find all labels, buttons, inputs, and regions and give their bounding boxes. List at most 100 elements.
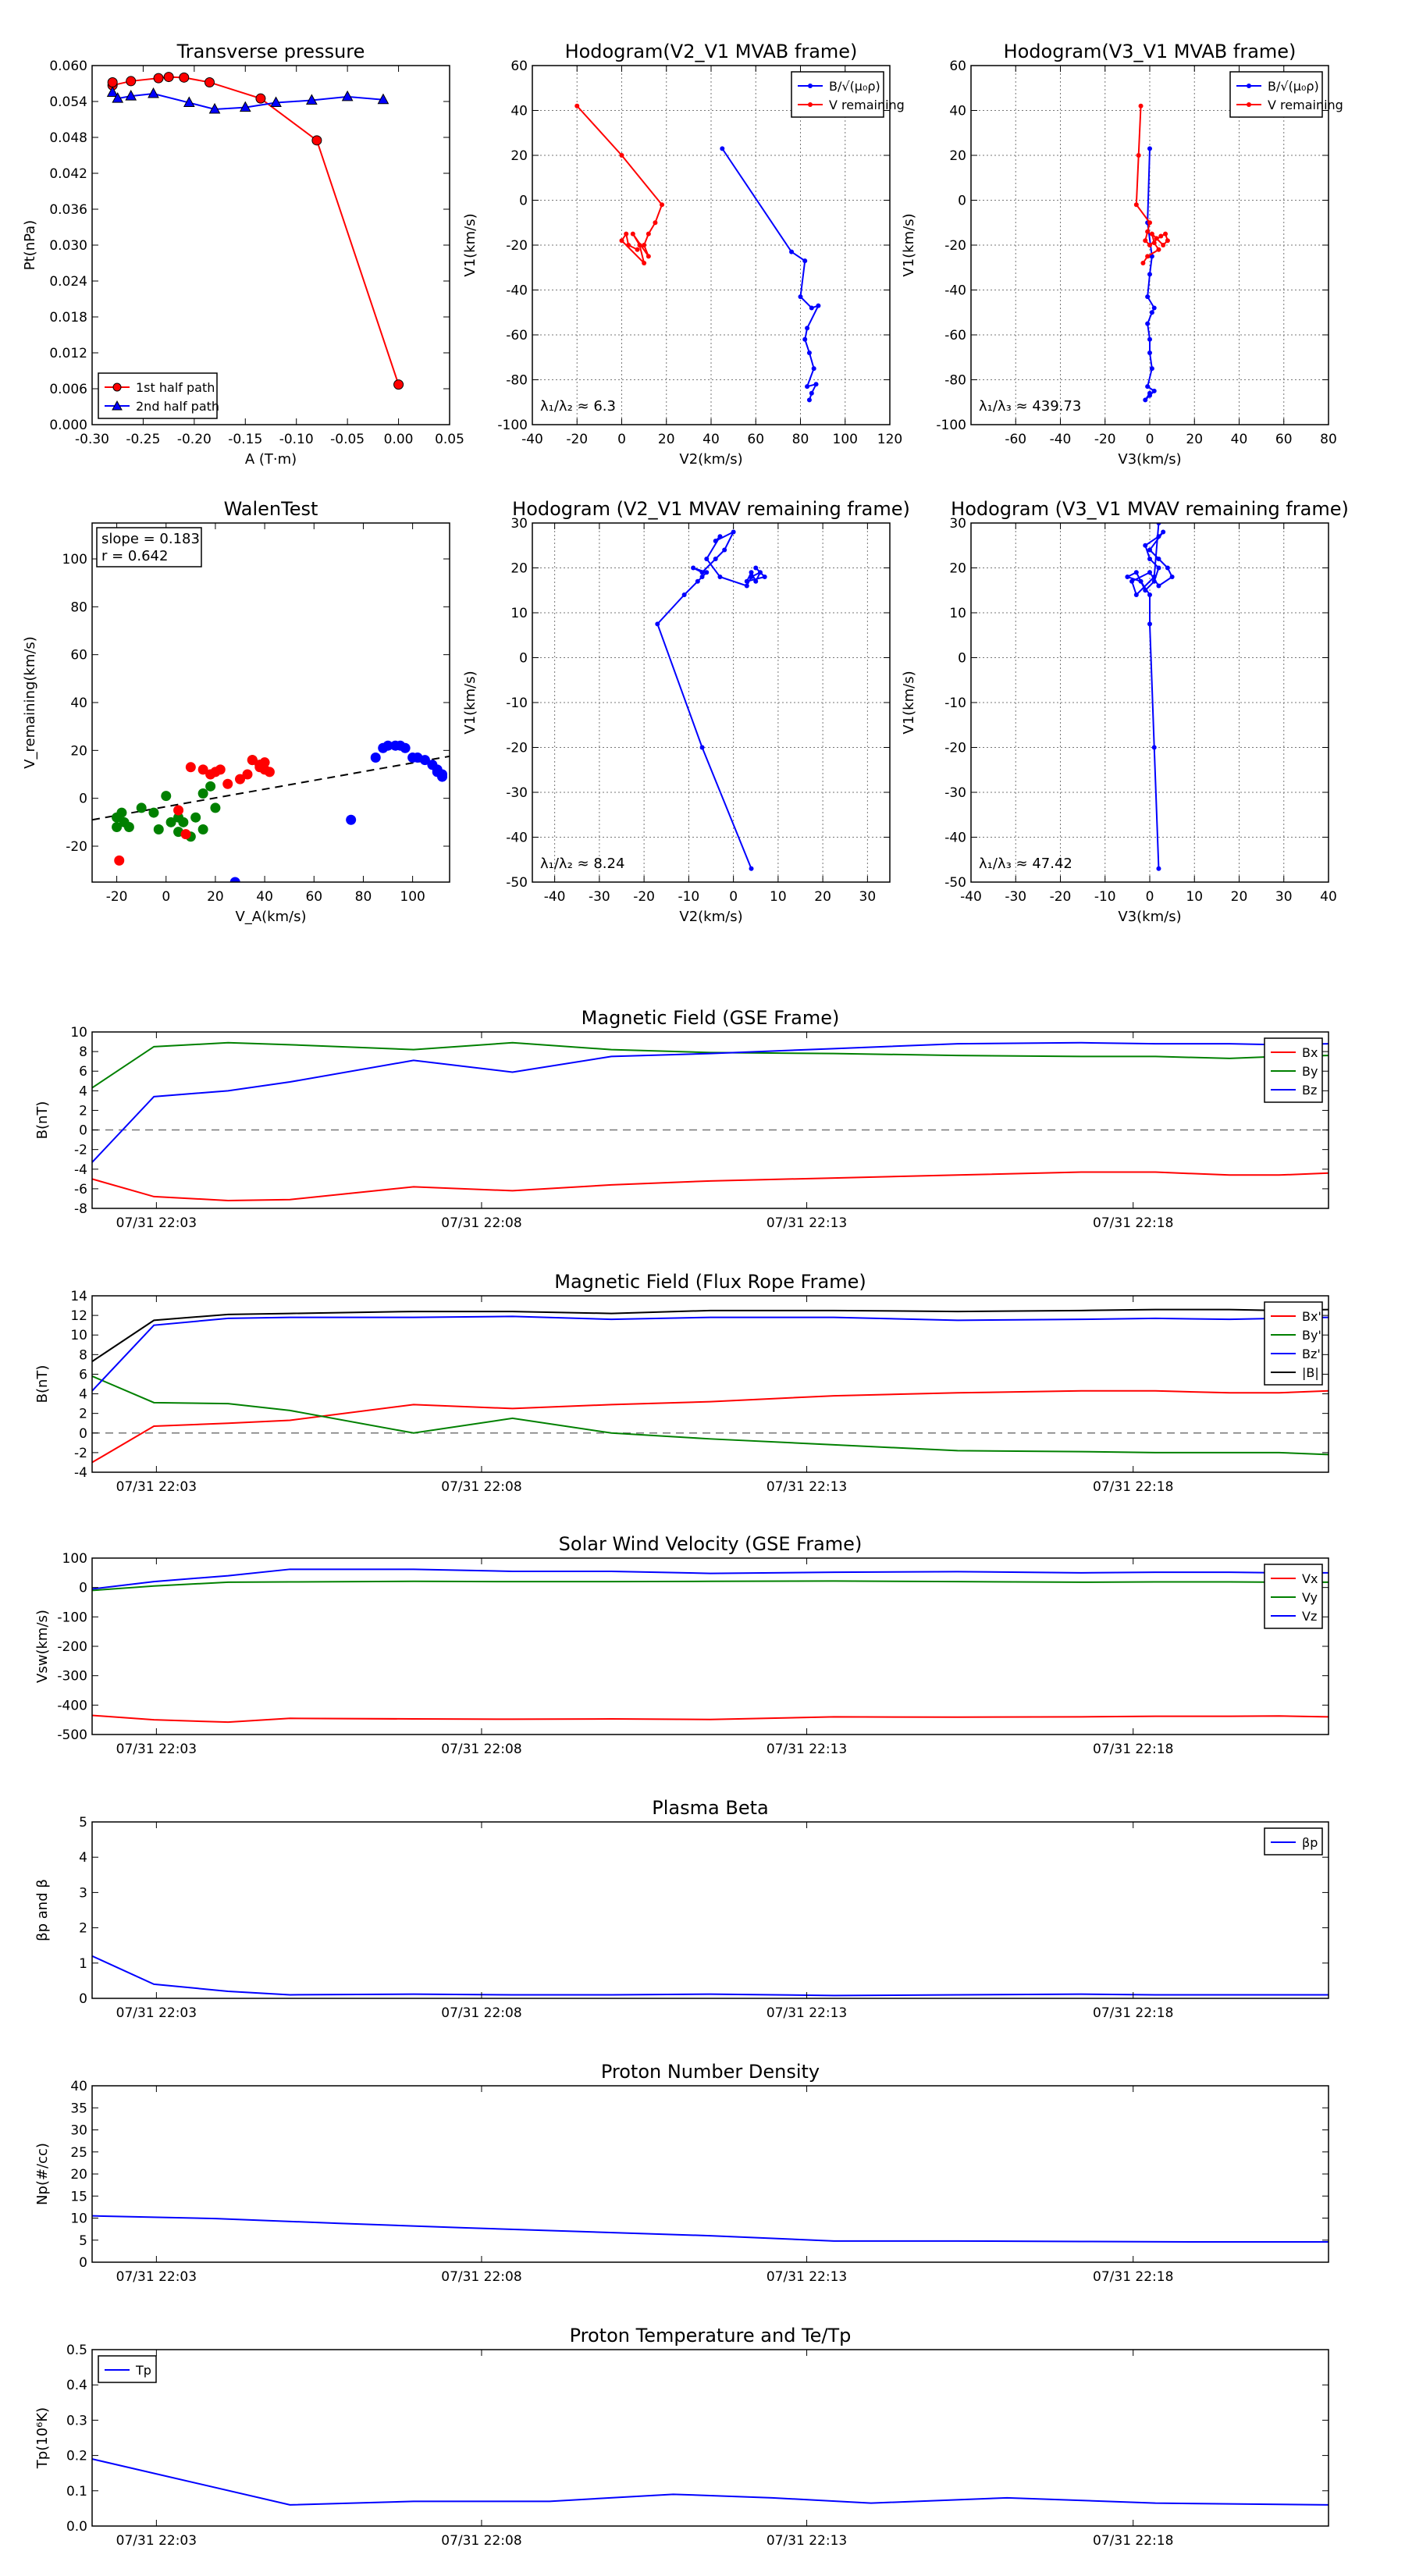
x-tick-label: -0.10 [279,432,314,447]
series-v-remaining [1133,103,1170,265]
panel-pt: 0.000 0.006 0.012 0.018 0.024 0.030 0.036 0.042… [22,41,464,468]
data-point [1147,547,1152,553]
y-tick-label: 0 [79,1426,87,1442]
y-tick-label: -6 [74,1182,87,1197]
x-tick-label: 40 [702,432,720,447]
data-point [805,326,810,331]
data-point [400,742,411,753]
legend: 1st half path 2nd half path [98,372,219,419]
legend-label: Bz' [1302,1347,1321,1361]
y-tick-label: -60 [944,328,966,343]
x-tick-label: 07/31 22:03 [116,2269,197,2285]
x-tick-label: 0 [1146,432,1154,447]
data-point [112,812,123,823]
data-point [619,238,624,244]
x-axis-label: V3(km/s) [1118,451,1181,468]
series-1st-half-path [107,72,404,390]
y-tick-label: -300 [57,1669,87,1685]
data-point [1145,254,1151,259]
y-tick-label: -40 [506,283,528,299]
y-tick-label: 10 [70,1025,87,1041]
y-tick-label: -30 [506,785,528,801]
data-point [270,96,282,108]
chart-title: Magnetic Field (Flux Rope Frame) [554,1271,866,1293]
x-tick-label: 07/31 22:03 [116,1215,197,1231]
data-point [744,583,749,589]
annotation-text: λ₁/λ₃ ≈ 439.73 [979,398,1081,415]
annotation-text: λ₁/λ₃ ≈ 47.42 [979,856,1072,872]
data-point [798,294,803,300]
data-point [1149,366,1154,372]
x-axis-label: V2(km/s) [679,451,742,468]
y-axis-label: βp and β [34,1879,51,1941]
data-point [173,812,184,823]
data-point [377,93,389,105]
y-tick-label: 20 [510,561,528,577]
y-tick-label: 0.000 [49,418,87,433]
x-tick-label: 07/31 22:13 [767,2533,847,2549]
data-point [419,755,430,766]
y-tick-label: 40 [70,2079,87,2094]
y-tick-label: 0.054 [49,94,87,110]
x-tick-label: 80 [1320,432,1337,447]
data-point [805,384,810,390]
data-point [161,791,172,802]
y-tick-label: 0.3 [66,2413,87,2428]
x-tick-label: -40 [1050,432,1072,447]
series-line [92,1389,1329,1464]
y-tick-label: -2 [74,1446,87,1461]
x-tick-label: 20 [207,889,224,905]
data-point [1143,397,1148,403]
y-tick-label: -4 [74,1465,87,1481]
data-point [210,802,221,813]
data-point [1161,243,1166,247]
y-tick-label: 1 [79,1956,87,1972]
legend: B/√(μ₀ρ) V remaining [1229,71,1343,118]
y-tick-label: -60 [506,328,528,343]
y-axis-label: V1(km/s) [462,213,478,276]
chart-title: Hodogram (V2_V1 MVAV remaining frame) [512,498,910,520]
y-tick-label: 3 [79,1885,87,1901]
y-tick-label: -100 [497,418,528,433]
data-point [1147,220,1152,226]
series-line [92,1041,1329,1089]
data-point [1147,570,1152,575]
data-point [630,231,635,237]
y-tick-label: -50 [506,875,528,891]
data-point [222,778,233,789]
series-line [92,1580,1329,1592]
y-tick-label: 0.024 [49,274,87,290]
y-tick-label: 2 [79,1921,87,1937]
x-tick-label: -0.20 [177,432,212,447]
data-point [731,529,736,535]
y-tick-label: 0 [519,194,528,209]
data-point [1161,529,1166,535]
data-point [1149,310,1154,315]
data-point [311,135,322,146]
data-point [1147,243,1152,247]
chart-title: WalenTest [224,498,318,520]
x-tick-label: 40 [1231,432,1248,447]
data-point [717,575,723,579]
data-point [809,305,814,311]
legend-label: B/√(μ₀ρ) [829,79,880,94]
data-point [1151,388,1157,393]
data-point [254,762,265,773]
legend-box [791,71,884,118]
legend-marker [1247,84,1251,88]
y-tick-label: 8 [79,1044,87,1060]
legend: B/√(μ₀ρ) V remaining [791,71,905,118]
y-tick-label: -100 [936,418,966,433]
y-tick-label: 6 [79,1064,87,1080]
y-tick-label: 15 [70,2189,87,2204]
data-point [1147,621,1152,627]
data-point [247,755,258,766]
x-tick-label: 10 [770,889,787,905]
y-tick-label: 6 [79,1367,87,1382]
x-tick-label: -0.25 [126,432,160,447]
data-point [806,350,812,355]
data-point [1149,231,1154,237]
x-tick-label: -20 [106,889,128,905]
data-point [722,547,727,553]
x-tick-label: -20 [633,889,655,905]
